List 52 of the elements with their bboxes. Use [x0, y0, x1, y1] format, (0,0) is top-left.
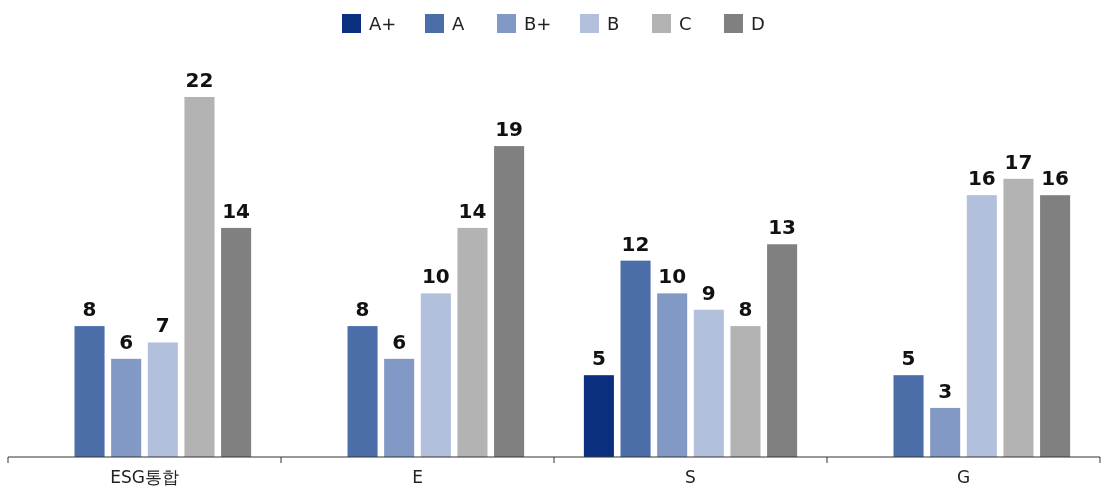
- bar: [184, 97, 215, 457]
- bar: [147, 342, 178, 457]
- bar: [494, 146, 525, 457]
- bar: [420, 293, 451, 457]
- bar: [384, 358, 415, 457]
- bar: [657, 293, 688, 457]
- bar: [1003, 178, 1034, 457]
- bar: [767, 244, 798, 457]
- bar: [457, 227, 488, 457]
- x-tick-label: G: [956, 467, 971, 487]
- bar: [583, 375, 614, 457]
- data-label: 8: [82, 297, 97, 322]
- data-label: 16: [967, 166, 996, 191]
- bar: [966, 195, 997, 457]
- legend-label: B+: [524, 13, 552, 34]
- bar: [221, 227, 252, 457]
- data-label: 19: [495, 117, 524, 142]
- x-tick-label: S: [685, 467, 696, 487]
- data-label: 5: [901, 346, 916, 371]
- data-label: 14: [458, 198, 487, 223]
- data-label: 16: [1041, 166, 1070, 191]
- bar: [730, 326, 761, 457]
- bar: [1040, 195, 1071, 457]
- data-label: 9: [701, 280, 716, 305]
- data-label: 13: [768, 215, 797, 240]
- legend-label: B: [607, 13, 620, 34]
- bar: [347, 326, 378, 457]
- data-label: 10: [421, 264, 450, 289]
- bar: [620, 260, 651, 457]
- bar: [111, 358, 142, 457]
- data-label: 10: [658, 264, 687, 289]
- data-label: 17: [1004, 149, 1033, 174]
- data-label: 6: [119, 329, 134, 354]
- bar: [893, 375, 924, 457]
- bar: [930, 407, 961, 457]
- data-label: 22: [185, 68, 214, 92]
- data-label: 12: [621, 231, 650, 256]
- x-tick-label: E: [412, 467, 423, 487]
- bar: [74, 326, 105, 457]
- x-tick-label: ESG통합: [110, 467, 179, 487]
- bar: [693, 309, 724, 457]
- data-label: 8: [355, 297, 370, 322]
- legend-label: C: [679, 13, 692, 34]
- data-label: 6: [392, 329, 407, 354]
- data-label: 8: [738, 297, 753, 322]
- legend-label: D: [751, 13, 765, 34]
- legend-label: A: [452, 13, 465, 34]
- data-label: 7: [155, 313, 170, 338]
- data-label: 3: [938, 378, 953, 403]
- data-label: 14: [222, 198, 251, 223]
- legend-label: A+: [369, 13, 397, 34]
- data-label: 5: [591, 346, 606, 371]
